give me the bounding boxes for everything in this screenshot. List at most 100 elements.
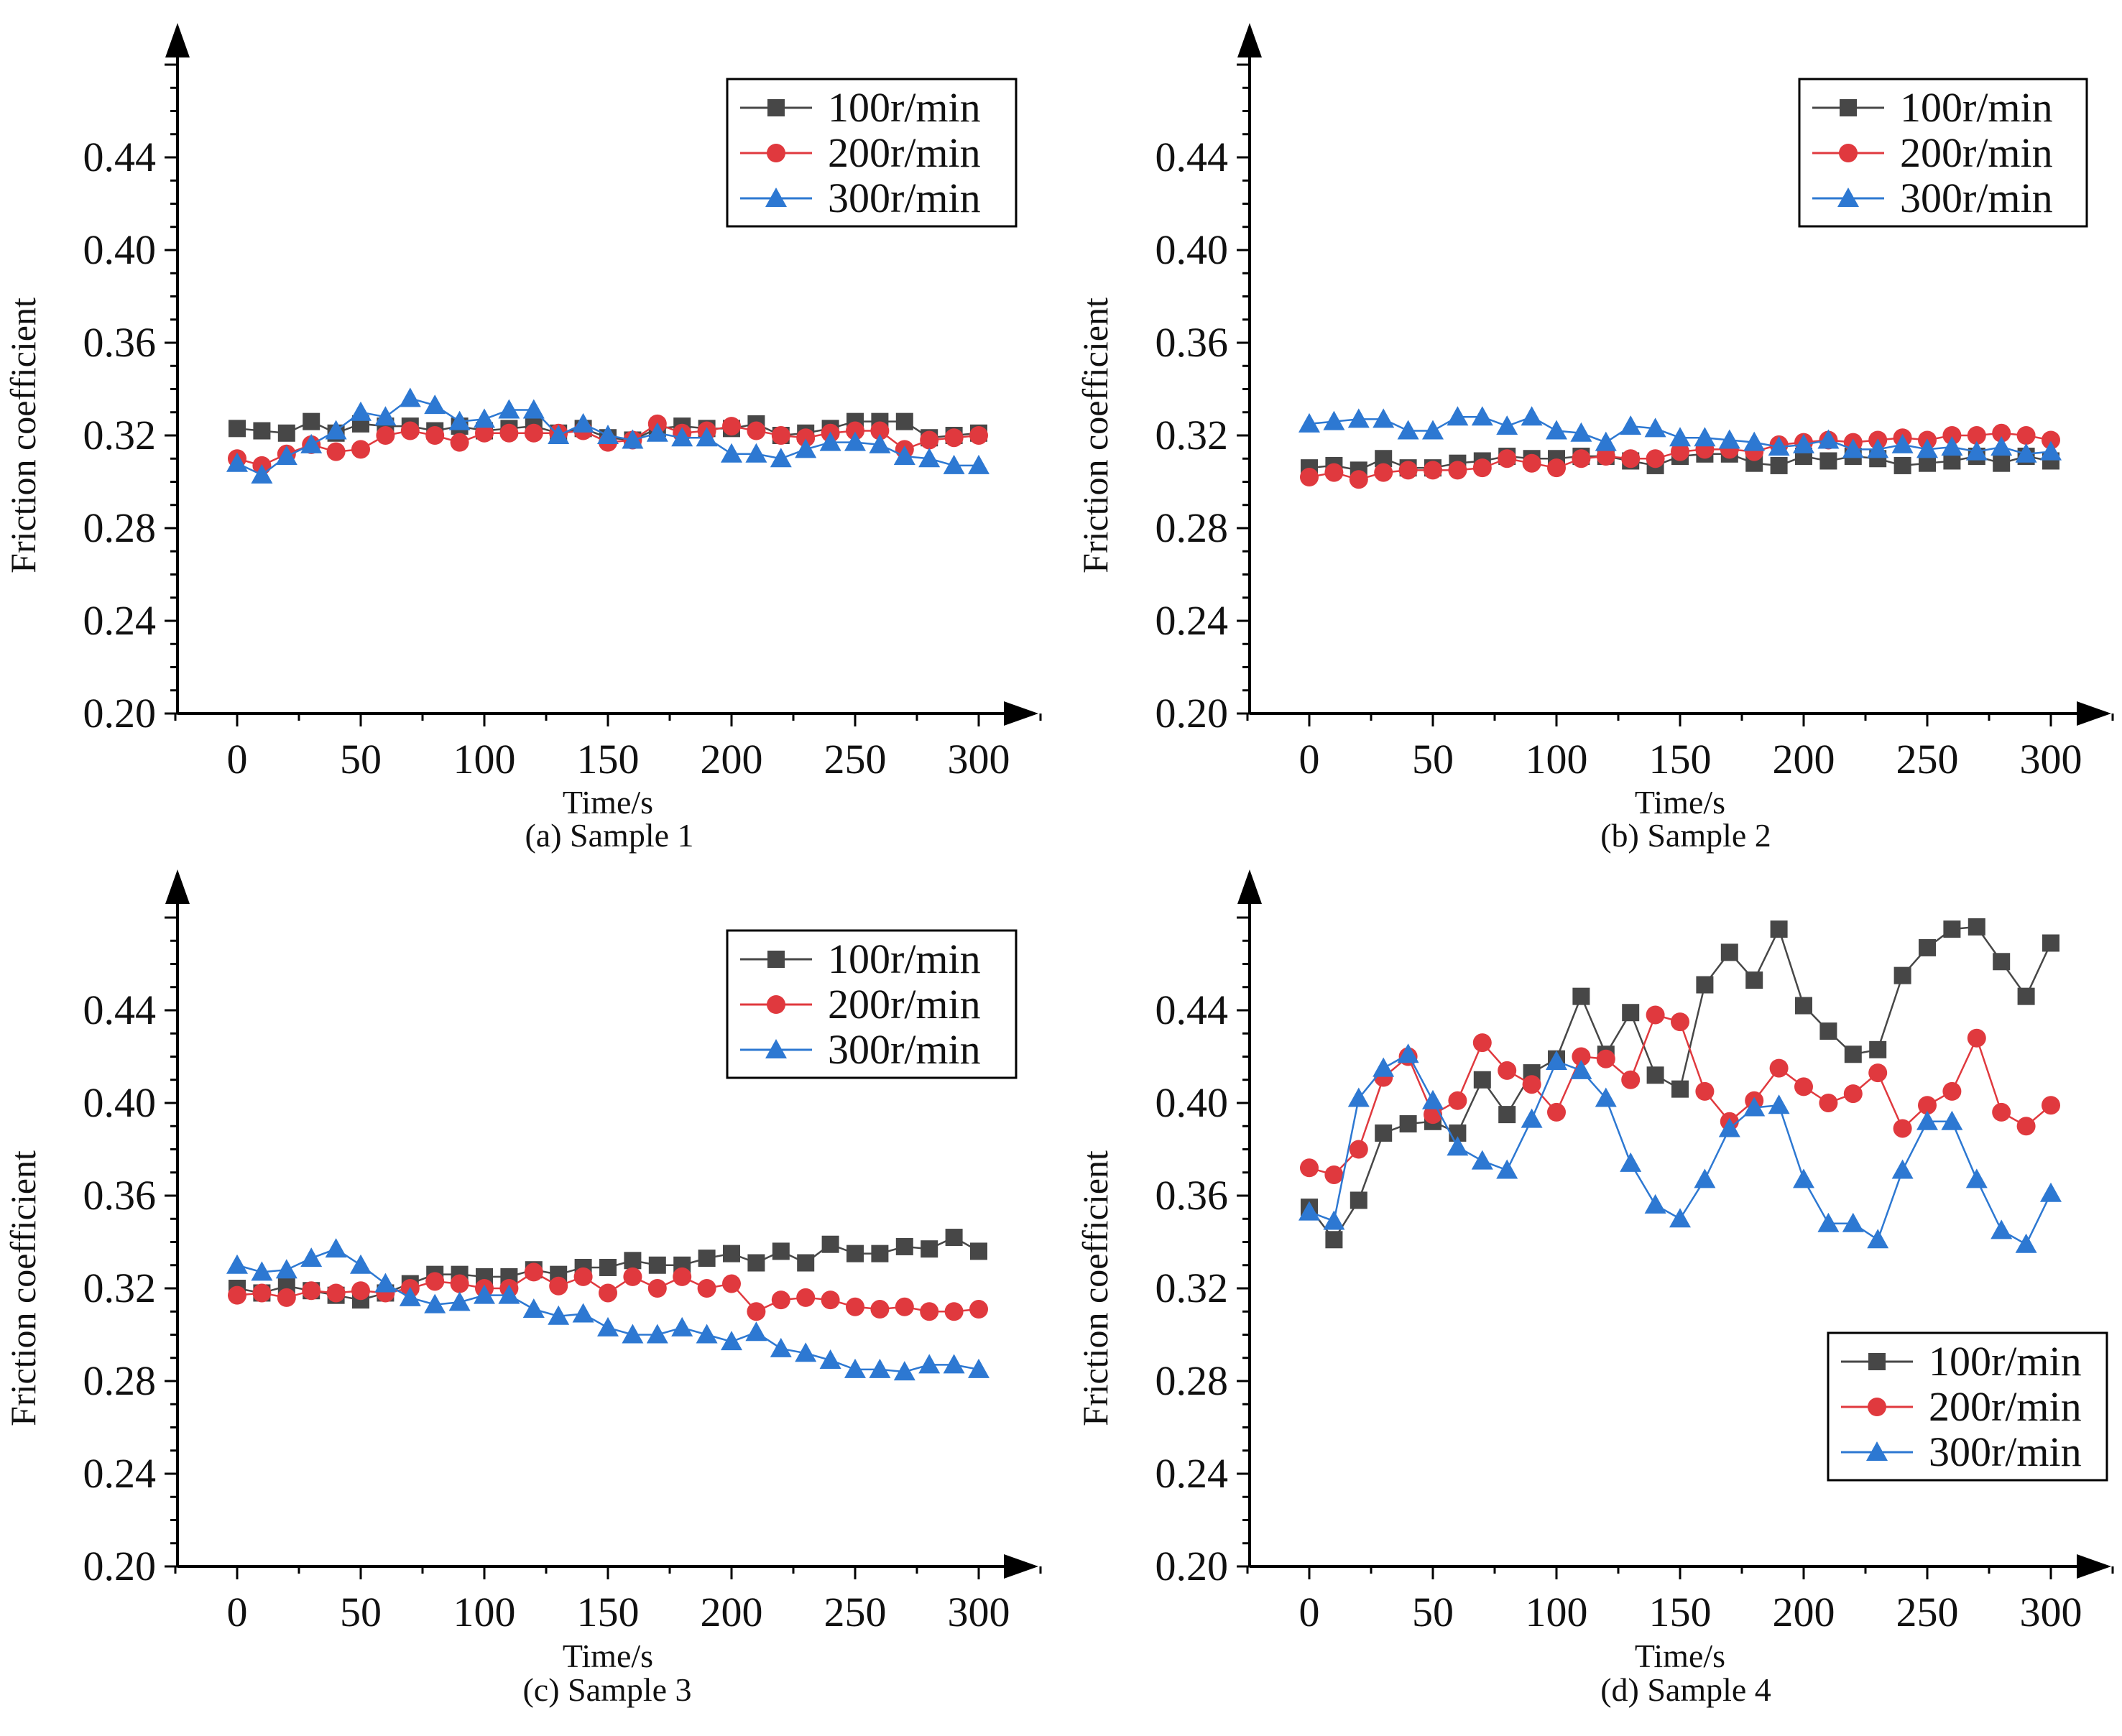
legend-marker [765, 1039, 787, 1058]
data-point [721, 443, 742, 463]
data-point [1347, 408, 1370, 428]
data-point [846, 1297, 864, 1316]
data-point [1694, 427, 1716, 447]
x-tick-label: 300 [2020, 736, 2082, 782]
data-point [1992, 1102, 2011, 1122]
y-tick-label: 0.36 [1155, 1172, 1229, 1219]
data-point [969, 1300, 988, 1319]
data-point [1620, 415, 1642, 435]
data-point [351, 1281, 370, 1301]
legend-marker [1840, 99, 1857, 116]
data-point [498, 1284, 520, 1304]
y-axis-label: Friction coefficient [1075, 1150, 1115, 1426]
data-point [968, 454, 990, 474]
data-point [275, 1259, 297, 1279]
data-point [944, 428, 964, 448]
y-axis-arrow [1237, 23, 1262, 57]
data-point [326, 442, 346, 461]
data-point [1817, 1212, 1840, 1232]
data-point [2040, 1182, 2062, 1202]
x-tick-label: 100 [453, 1589, 516, 1635]
data-point [819, 431, 841, 451]
data-point [548, 425, 570, 444]
data-point [1993, 454, 2011, 472]
data-point [745, 1321, 767, 1342]
y-tick-label: 0.32 [1155, 1265, 1229, 1311]
panel-caption: (b) Sample 2 [1600, 817, 1771, 854]
data-point [747, 1302, 766, 1321]
y-tick-label: 0.28 [1155, 504, 1229, 551]
data-point [821, 1291, 840, 1310]
data-point [1621, 449, 1641, 468]
x-tick-label: 250 [1896, 736, 1959, 782]
data-point [1942, 426, 1962, 445]
data-point [1819, 1022, 1837, 1040]
data-point [1547, 1102, 1566, 1122]
data-point [1769, 1058, 1789, 1078]
data-point [847, 1245, 864, 1262]
legend-label: 100r/min [1900, 84, 2053, 131]
data-point [1447, 1136, 1469, 1156]
y-axis-arrow [165, 23, 190, 57]
panel-4: 0.20 0.24 0.28 0.32 0.36 0.40 0.44 0 50 100 150 200… [1075, 869, 2114, 1708]
data-point [1498, 449, 1517, 468]
data-point [1793, 433, 1814, 453]
data-point [1942, 1081, 1962, 1101]
data-point [1349, 470, 1368, 489]
legend-label: 200r/min [1900, 129, 2053, 176]
data-point [1743, 1096, 1766, 1117]
data-point [821, 1235, 839, 1253]
data-point [548, 1305, 570, 1325]
data-point [1572, 1047, 1591, 1066]
legend-label: 100r/min [1929, 1338, 2082, 1385]
data-point [1422, 1089, 1444, 1109]
y-tick-label: 0.40 [1155, 226, 1229, 273]
y-tick-label: 0.40 [83, 226, 157, 273]
data-point [869, 1358, 891, 1378]
data-point [1919, 938, 1936, 956]
data-point [1424, 461, 1442, 480]
legend-label: 300r/min [828, 175, 981, 221]
data-point [1844, 1045, 1862, 1063]
x-tick-label: 250 [824, 1589, 887, 1635]
data-point [1941, 436, 1963, 456]
legend-marker [1868, 1398, 1886, 1416]
data-point [1397, 1043, 1419, 1063]
data-point [226, 1254, 248, 1274]
data-point [252, 1283, 272, 1303]
data-point [844, 431, 866, 451]
legend-marker [767, 99, 785, 116]
data-point [275, 445, 297, 466]
data-point [522, 399, 545, 419]
y-tick-label: 0.32 [1155, 412, 1229, 458]
data-point [747, 1254, 765, 1272]
data-point [1324, 1165, 1344, 1184]
series-200r-min [228, 1262, 988, 1321]
data-point [326, 1283, 346, 1303]
data-point [1694, 1168, 1716, 1188]
data-point [374, 406, 397, 426]
panel-caption: (a) Sample 1 [525, 817, 693, 854]
data-point [1817, 429, 1840, 449]
data-point [1300, 1158, 1319, 1178]
data-point [846, 421, 864, 440]
data-point [1546, 1050, 1567, 1070]
data-point [522, 1298, 545, 1319]
data-point [1374, 463, 1393, 482]
data-point [399, 1286, 421, 1306]
data-point [918, 448, 941, 468]
y-tick-label: 0.44 [1155, 134, 1229, 180]
data-point [2040, 440, 2062, 461]
data-point [350, 1254, 372, 1274]
data-point [844, 1358, 866, 1378]
panel-caption: (d) Sample 4 [1600, 1671, 1771, 1708]
y-axis-arrow [165, 869, 190, 904]
data-point [1671, 442, 1689, 461]
data-point [2042, 1096, 2060, 1115]
data-point [770, 1337, 792, 1357]
data-point [1644, 417, 1666, 438]
y-tick-label: 0.28 [83, 1357, 157, 1404]
data-point [1570, 422, 1592, 442]
